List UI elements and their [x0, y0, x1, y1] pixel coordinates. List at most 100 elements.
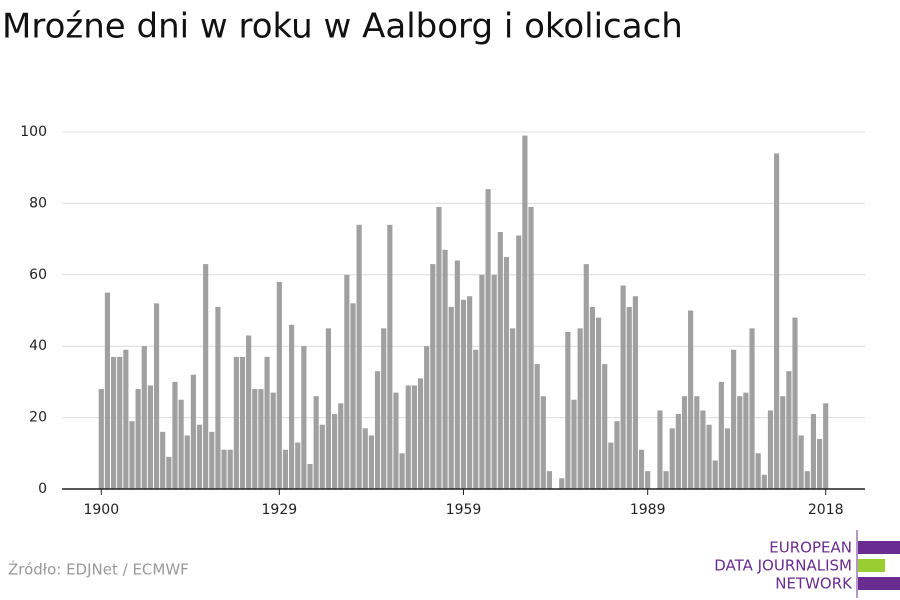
- bar: [706, 424, 712, 489]
- bar: [301, 346, 307, 489]
- bar: [184, 435, 190, 489]
- bar: [239, 356, 246, 489]
- bar: [295, 442, 301, 489]
- bar: [638, 449, 645, 489]
- bar: [356, 224, 362, 489]
- logo-text: NETWORK: [775, 575, 853, 593]
- bar: [399, 453, 405, 489]
- bar: [792, 317, 798, 489]
- bar: [258, 389, 264, 489]
- bar: [712, 460, 718, 489]
- logo-bar: [858, 541, 900, 554]
- bar: [497, 231, 503, 489]
- bar: [203, 264, 209, 489]
- bar: [786, 371, 792, 489]
- bar: [645, 471, 651, 489]
- bar: [178, 399, 184, 489]
- bar: [264, 356, 270, 489]
- y-tick-label: 100: [20, 124, 47, 140]
- bar: [405, 385, 411, 489]
- bar: [577, 328, 583, 489]
- bar: [473, 349, 479, 489]
- bar: [816, 439, 823, 489]
- bar: [141, 346, 147, 489]
- bar: [503, 256, 510, 489]
- bar: [620, 285, 626, 489]
- bar: [663, 471, 669, 489]
- bar: [417, 378, 424, 489]
- bar: [307, 464, 313, 489]
- bar: [153, 303, 160, 489]
- bar: [338, 403, 344, 489]
- bar: [761, 474, 767, 489]
- bar: [135, 389, 141, 489]
- bar: [166, 456, 172, 489]
- bar: [632, 296, 638, 489]
- x-tick-label: 1989: [630, 502, 666, 518]
- bar: [731, 349, 737, 489]
- bar: [823, 403, 829, 489]
- bar: [479, 274, 485, 489]
- bar: [387, 224, 393, 489]
- bar: [98, 389, 104, 489]
- bar: [510, 328, 516, 489]
- bar: [774, 153, 780, 490]
- y-tick-label: 20: [29, 410, 47, 426]
- bar: [276, 281, 282, 489]
- bar: [669, 428, 675, 489]
- y-tick-label: 40: [29, 338, 47, 354]
- bar: [485, 189, 491, 489]
- logo-bar: [858, 577, 900, 590]
- bar: [675, 414, 681, 489]
- bar: [374, 371, 381, 489]
- bar: [602, 364, 608, 489]
- bar: [767, 410, 774, 489]
- bar: [246, 335, 252, 489]
- logo-text: DATA JOURNALISM: [714, 557, 852, 575]
- bar: [442, 249, 448, 489]
- bar: [571, 399, 577, 489]
- bar: [540, 396, 546, 489]
- bar: [104, 292, 111, 489]
- bar: [657, 410, 663, 489]
- y-tick-label: 60: [29, 267, 47, 283]
- bar: [172, 381, 178, 489]
- bar: [688, 310, 694, 489]
- bar: [700, 410, 706, 489]
- bar: [215, 306, 221, 489]
- x-tick-label: 1929: [262, 502, 298, 518]
- x-tick-label: 2018: [808, 502, 844, 518]
- bar: [117, 356, 123, 489]
- bar: [123, 349, 129, 489]
- bar: [331, 414, 338, 489]
- bar: [743, 392, 749, 489]
- source: Źródło: EDJNet / ECMWF: [8, 560, 189, 579]
- bar: [460, 299, 467, 489]
- bar: [289, 324, 295, 489]
- bar: [534, 364, 540, 489]
- bar: [724, 428, 731, 489]
- bar: [804, 471, 810, 489]
- bar: [749, 328, 755, 489]
- y-tick-label: 80: [29, 195, 47, 211]
- bar: [196, 424, 203, 489]
- bar: [755, 453, 761, 489]
- bar: [798, 435, 804, 489]
- bar: [583, 264, 589, 489]
- bar: [411, 385, 417, 489]
- logo-text: EUROPEAN: [769, 539, 852, 557]
- bar: [282, 449, 289, 489]
- bar: [381, 328, 387, 489]
- bar: [350, 303, 356, 489]
- bar: [147, 385, 153, 489]
- bar: [270, 392, 276, 489]
- x-tick-label: 1900: [83, 502, 119, 518]
- bar: [810, 414, 817, 489]
- bar: [614, 421, 620, 489]
- bar: [344, 274, 350, 489]
- bar: [430, 264, 436, 489]
- chart-title: Mroźne dni w roku w Aalborg i okolicach: [2, 7, 683, 47]
- bar: [325, 328, 332, 489]
- bar: [626, 306, 632, 489]
